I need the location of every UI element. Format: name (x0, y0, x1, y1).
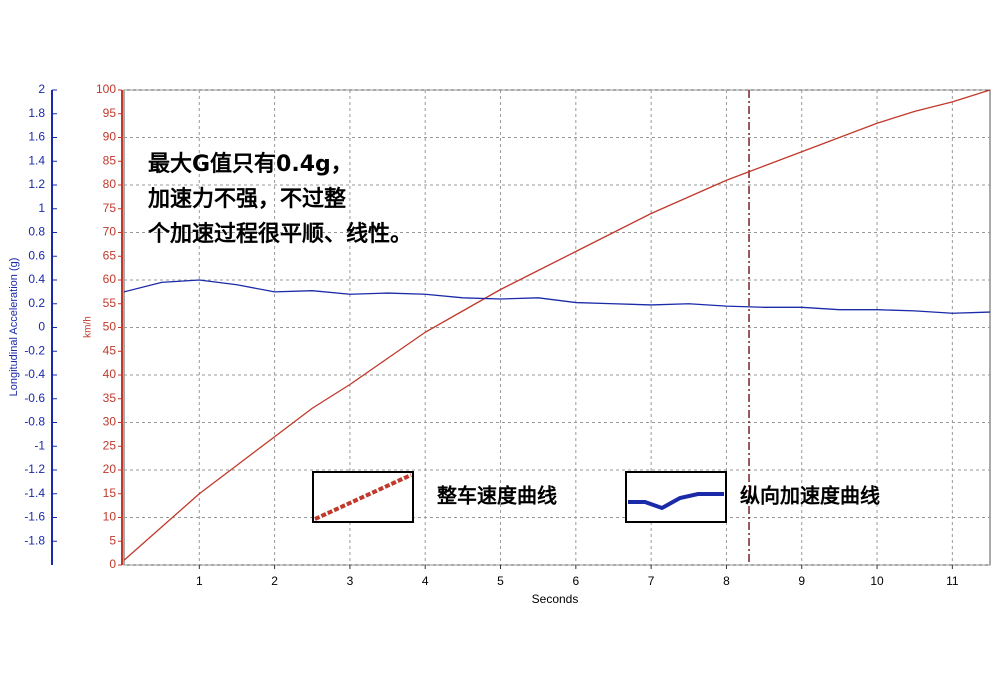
y-tick-label: 85 (103, 153, 117, 167)
y-tick-label: 75 (103, 201, 117, 215)
y-tick-label: 95 (103, 106, 117, 120)
y-tick-label: 100 (96, 82, 116, 96)
annotation: 最大G值只有0.4g， (148, 151, 353, 177)
y-tick-label: 10 (103, 510, 117, 524)
annotation: 个加速过程很平顺、线性。 (148, 221, 412, 247)
y2-tick-label: 0.4 (28, 272, 45, 286)
x-tick-label: 9 (798, 574, 805, 588)
series-line (123, 89, 991, 561)
y-tick-label: 15 (103, 486, 117, 500)
legend-swatch-line (628, 492, 724, 511)
legend-label: 纵向加速度曲线 (740, 484, 880, 508)
y2-tick-label: 1.8 (28, 106, 45, 120)
y2-tick-label: -1.4 (24, 486, 45, 500)
y2-tick-label: -0.4 (24, 367, 45, 381)
y-tick-label: 30 (103, 415, 117, 429)
y-tick-label: 20 (103, 462, 117, 476)
y2-tick-label: -0.6 (24, 391, 45, 405)
y-tick-label: 80 (103, 177, 117, 191)
y-tick-label: 35 (103, 391, 117, 405)
x-tick-label: 3 (347, 574, 354, 588)
y2-tick-label: -1.2 (24, 462, 45, 476)
y2-tick-label: 2 (38, 82, 45, 96)
y-tick-label: 40 (103, 367, 117, 381)
x-tick-label: 11 (946, 574, 959, 588)
x-tick-label: 8 (723, 574, 730, 588)
y-tick-label: 65 (103, 248, 117, 262)
legend-swatch (625, 471, 727, 523)
x-tick-label: 4 (422, 574, 429, 588)
y-tick-label: 5 (109, 533, 116, 547)
y2-tick-label: 0.2 (28, 296, 45, 310)
x-tick-label: 7 (648, 574, 655, 588)
y-tick-label: 0 (109, 557, 116, 571)
y2-tick-label: 1 (38, 201, 45, 215)
y2-tick-label: -0.8 (24, 415, 45, 429)
y2-tick-label: -1.6 (24, 510, 45, 524)
x-tick-label: 1 (196, 574, 203, 588)
annotation: 加速力不强，不过整 (147, 186, 346, 212)
y2-tick-label: -0.2 (24, 343, 45, 357)
y2-tick-label: 0.6 (28, 248, 45, 262)
series-line (123, 279, 991, 314)
y-tick-label: 70 (103, 225, 117, 239)
y2-tick-label: -1 (34, 438, 45, 452)
x-tick-label: 10 (870, 574, 884, 588)
y2-tick-label: 1.2 (28, 177, 45, 191)
y2-tick-label: -1.8 (24, 533, 45, 547)
y-tick-label: 60 (103, 272, 117, 286)
y2-tick-label: 1.6 (28, 130, 45, 144)
x-axis-title: Seconds (532, 592, 579, 606)
y-axis-title: km/h (83, 316, 94, 338)
y2-tick-label: 0 (38, 320, 45, 334)
x-tick-label: 2 (271, 574, 278, 588)
x-tick-label: 5 (497, 574, 504, 588)
y-tick-label: 90 (103, 130, 117, 144)
legend-swatch-line (314, 473, 412, 521)
y-tick-label: 55 (103, 296, 117, 310)
y2-tick-label: 1.4 (28, 153, 45, 167)
x-tick-label: 6 (572, 574, 579, 588)
y-tick-label: 25 (103, 438, 117, 452)
y2-tick-label: 0.8 (28, 225, 45, 239)
legend-label: 整车速度曲线 (436, 484, 557, 508)
y2-axis-title: Longitudinal Acceleration (g) (8, 258, 20, 397)
y-tick-label: 50 (103, 320, 117, 334)
y-tick-label: 45 (103, 343, 117, 357)
